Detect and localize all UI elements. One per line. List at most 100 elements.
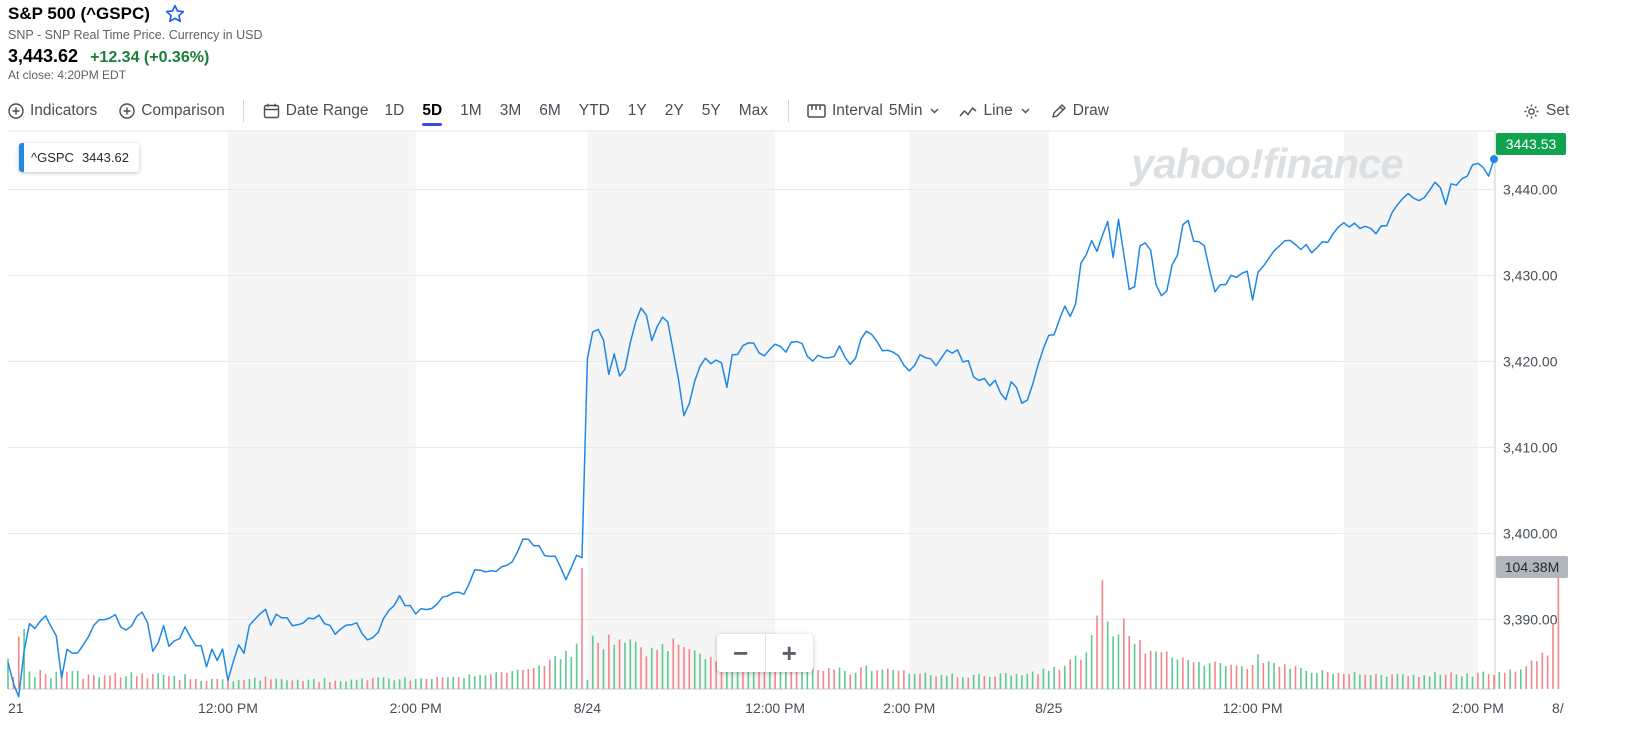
volume-bar [425,678,428,689]
indicators-button[interactable]: Indicators [8,96,97,126]
volume-bar [1369,675,1372,689]
legend-value: 3443.62 [81,150,129,165]
volume-bar [23,629,25,689]
volume-bar [1493,675,1495,689]
volume-bar [1450,672,1452,689]
current-price: 3,443.62 [8,46,79,66]
volume-bar [1391,674,1393,689]
volume-bar [1273,662,1275,689]
volume-bar [436,676,438,689]
volume-bar [50,678,52,689]
plus-circle-icon [119,103,135,119]
volume-bar [1241,666,1243,689]
volume-bar [1208,663,1211,689]
volume-bar [1074,655,1077,689]
range-button-2y[interactable]: 2Y [664,102,684,119]
date-range-button[interactable]: Date Range [263,96,369,126]
volume-bar [613,644,616,689]
range-button-6m[interactable]: 6M [539,102,561,119]
volume-bar [1418,676,1420,689]
draw-label: Draw [1072,102,1109,119]
chart-type-selector[interactable]: Line [959,96,1030,126]
volume-bar [645,656,648,689]
volume-bar [1434,672,1436,689]
volume-bar [194,678,197,689]
volume-bar [768,667,771,689]
volume-bar [286,680,288,689]
volume-bar [114,672,117,689]
range-button-1d[interactable]: 1D [384,102,405,119]
x-tick-label: 8/24 [574,700,601,716]
volume-bar [157,673,160,689]
volume-bar [130,672,133,689]
volume-bar [1530,660,1533,689]
volume-bar [742,671,744,689]
y-tick-label: 3,430.00 [1503,267,1558,283]
y-tick-label: 3,440.00 [1503,181,1558,197]
chart-toolbar: Indicators Comparison Date Range 1D 5D 1M 3… [0,96,1645,126]
volume-bar [1106,621,1109,689]
volume-bar [522,669,524,689]
volume-bar [1203,665,1206,689]
range-button-1y[interactable]: 1Y [627,102,647,119]
interval-label: Interval [832,102,883,119]
comparison-button[interactable]: Comparison [119,96,225,126]
range-button-ytd[interactable]: YTD [578,102,610,119]
volume-bar [398,679,401,689]
volume-bar [983,675,986,689]
volume-bar [892,669,894,689]
volume-bar [720,661,723,689]
x-tick-label: 12:00 PM [198,700,258,716]
volume-bar [785,665,787,689]
volume-bar [431,678,433,689]
volume-bar [173,675,176,689]
volume-bar [597,642,599,689]
volume-bar [339,681,342,689]
volume-bar [259,680,261,689]
range-button-1m[interactable]: 1M [460,102,482,119]
x-tick-label: 8/ [1552,700,1564,716]
volume-bar [1342,673,1345,689]
legend-symbol: ^GSPC [31,150,74,165]
volume-bar [1267,661,1270,689]
zoom-in-button[interactable]: + [764,634,814,672]
volume-bar [221,679,224,689]
volume-bar [693,650,696,689]
volume-bar [463,678,465,689]
volume-bar [554,656,556,689]
volume-bar [1525,666,1527,689]
range-button-max[interactable]: Max [738,102,768,119]
volume-bar [1031,671,1034,689]
volume-bar [817,670,819,689]
interval-selector[interactable]: Interval 5Min [807,96,939,126]
range-button-5d[interactable]: 5D [422,96,442,126]
volume-bar [447,677,449,689]
zoom-out-button[interactable]: − [733,637,749,668]
volume-bar [903,670,905,689]
volume-bar [822,670,825,689]
star-icon[interactable] [164,3,186,25]
range-button-5y[interactable]: 5Y [701,102,721,119]
volume-bar [87,674,90,689]
volume-bar [452,676,455,689]
volume-bar [264,676,267,689]
volume-bar [1037,674,1039,689]
volume-bar [629,639,632,689]
settings-label: Set [1546,102,1570,119]
volume-bar [420,678,422,689]
close-time: At close: 4:20PM EDT [8,68,127,82]
volume-bar [200,680,202,689]
draw-button[interactable]: Draw [1050,96,1109,126]
volume-bar [1412,674,1415,689]
volume-bar [575,643,578,689]
range-button-3m[interactable]: 3M [499,102,522,119]
volume-bar [1455,674,1458,689]
volume-bar [28,671,31,689]
volume-bar [1080,659,1082,689]
settings-button[interactable]: Set [1523,96,1569,126]
volume-bar [1058,669,1061,689]
y-tick-label: 3,420.00 [1503,353,1558,369]
series-legend[interactable]: ^GSPC 3443.62 [19,143,139,172]
